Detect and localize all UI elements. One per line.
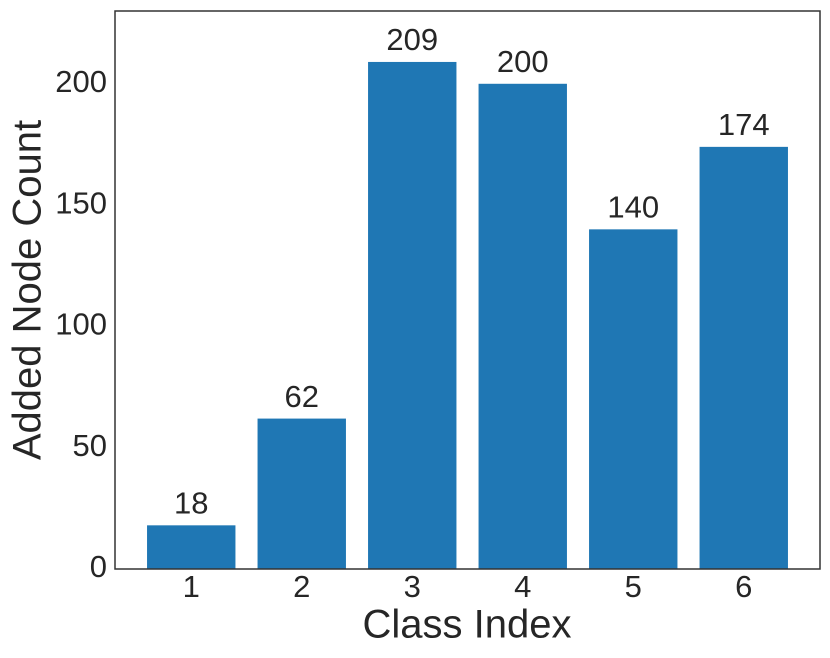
x-axis-label: Class Index <box>363 603 572 647</box>
y-tick-label: 50 <box>73 428 107 463</box>
bar <box>368 61 457 570</box>
value-label: 209 <box>386 22 438 57</box>
y-tick-label: 200 <box>55 64 107 99</box>
x-tick-label: 1 <box>183 569 200 604</box>
y-axis-label: Added Node Count <box>6 120 50 460</box>
x-tick-label: 6 <box>735 569 752 604</box>
x-tick-label: 5 <box>625 569 642 604</box>
value-label: 140 <box>607 190 659 225</box>
bar <box>589 229 678 569</box>
y-tick-label: 100 <box>55 307 107 342</box>
value-label: 18 <box>174 486 208 521</box>
y-tick-label: 0 <box>90 549 107 584</box>
plot-frame <box>114 10 821 570</box>
bar <box>257 418 346 569</box>
x-tick-label: 3 <box>404 569 421 604</box>
value-label: 174 <box>718 107 770 142</box>
bar <box>147 525 236 569</box>
x-tick-label: 4 <box>514 569 531 604</box>
value-label: 200 <box>497 44 549 79</box>
value-label: 62 <box>285 379 319 414</box>
y-tick-label: 150 <box>55 185 107 220</box>
bar <box>478 83 567 570</box>
bar <box>699 146 788 569</box>
x-tick-label: 2 <box>293 569 310 604</box>
